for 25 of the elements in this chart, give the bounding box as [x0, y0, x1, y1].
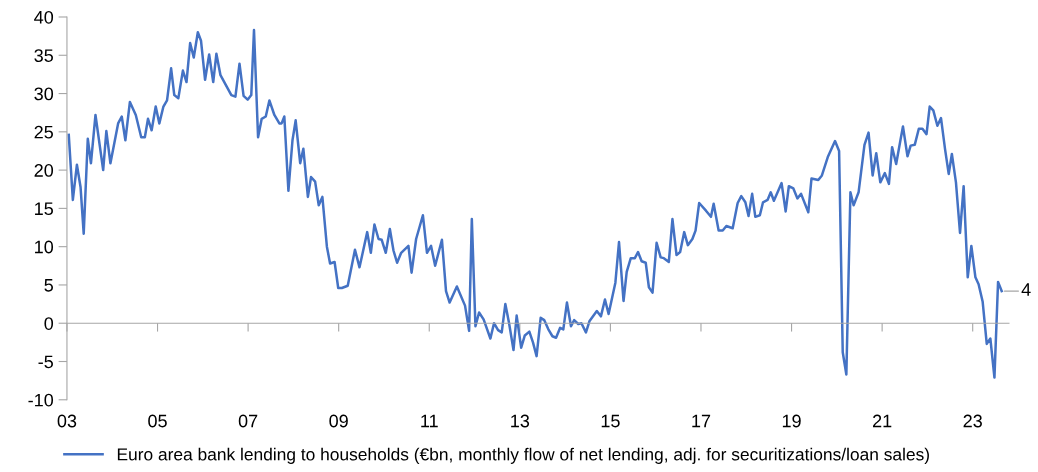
- y-tick-label: -5: [38, 355, 53, 369]
- line-series: [67, 28, 1003, 379]
- x-tick-label: 05: [148, 414, 167, 428]
- x-tick-label: 17: [692, 414, 711, 428]
- y-tick-label: 5: [44, 279, 53, 292]
- y-tick-label: 10: [35, 240, 54, 254]
- x-tick-label: 23: [963, 414, 982, 428]
- x-tick-label: 11: [421, 414, 438, 428]
- x-tick-label: 21: [873, 414, 892, 428]
- x-tick-label: 15: [601, 414, 620, 428]
- y-tick-label: 20: [34, 164, 54, 177]
- y-tick-label: 35: [34, 49, 53, 62]
- y-tick-label: 15: [35, 202, 53, 216]
- x-tick-label: 03: [57, 414, 77, 428]
- annotation: 4: [1021, 283, 1031, 296]
- y-tick-label: 40: [34, 10, 54, 24]
- y-tick-label: 0: [44, 317, 54, 330]
- y-tick-label: 30: [34, 87, 54, 101]
- x-tick-label: 13: [511, 414, 530, 428]
- x-tick-label: 09: [329, 414, 348, 428]
- y-tick-label: 25: [34, 125, 53, 139]
- legend-label: Euro area bank lending to households (€bn, monthly flow of net lending, adj. for securitizations/loan sales): [117, 447, 929, 464]
- y-tick-label: -10: [28, 393, 54, 407]
- x-tick-label: 07: [238, 414, 258, 428]
- x-tick-label: 19: [782, 414, 801, 428]
